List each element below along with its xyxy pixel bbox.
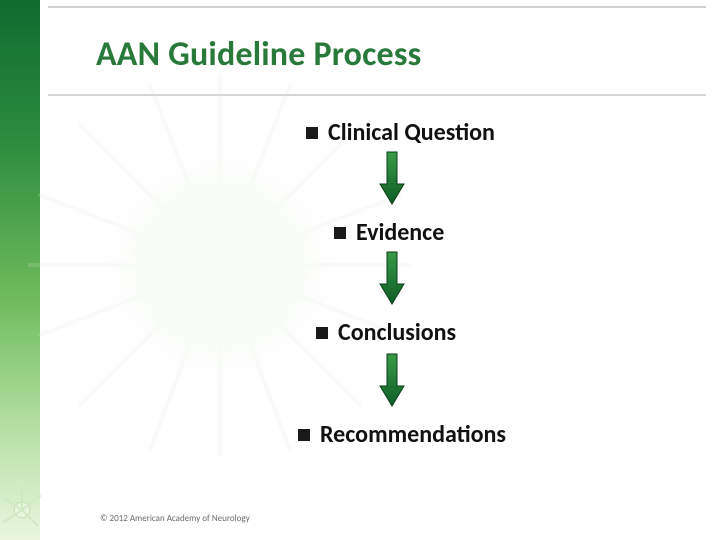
flow-node-label: Recommendations	[320, 420, 506, 449]
slide-title: AAN Guideline Process	[96, 34, 421, 75]
slide: AAN Guideline Process Clinical Question …	[0, 0, 720, 540]
square-bullet-icon	[298, 429, 310, 441]
aan-logo-icon	[2, 478, 62, 530]
flow-arrow-1	[378, 150, 406, 206]
flow-node-label: Clinical Question	[328, 118, 495, 147]
square-bullet-icon	[316, 327, 328, 339]
flow-arrow-3	[378, 352, 406, 408]
flow-node-label: Evidence	[356, 218, 444, 247]
flow-node-evidence: Evidence	[334, 218, 444, 247]
flow-node-label: Conclusions	[338, 318, 456, 347]
square-bullet-icon	[306, 127, 318, 139]
header-underline	[48, 94, 706, 96]
header-top-rule	[48, 6, 706, 8]
flow-node-recommendations: Recommendations	[298, 420, 506, 449]
flow-node-conclusions: Conclusions	[316, 318, 456, 347]
square-bullet-icon	[334, 227, 346, 239]
left-accent-band	[0, 0, 40, 540]
flow-node-clinical-question: Clinical Question	[306, 118, 495, 147]
arrow-down-icon	[378, 352, 406, 408]
arrow-down-icon	[378, 250, 406, 306]
copyright-text: © 2012 American Academy of Neurology	[100, 513, 250, 524]
arrow-down-icon	[378, 150, 406, 206]
flow-arrow-2	[378, 250, 406, 306]
